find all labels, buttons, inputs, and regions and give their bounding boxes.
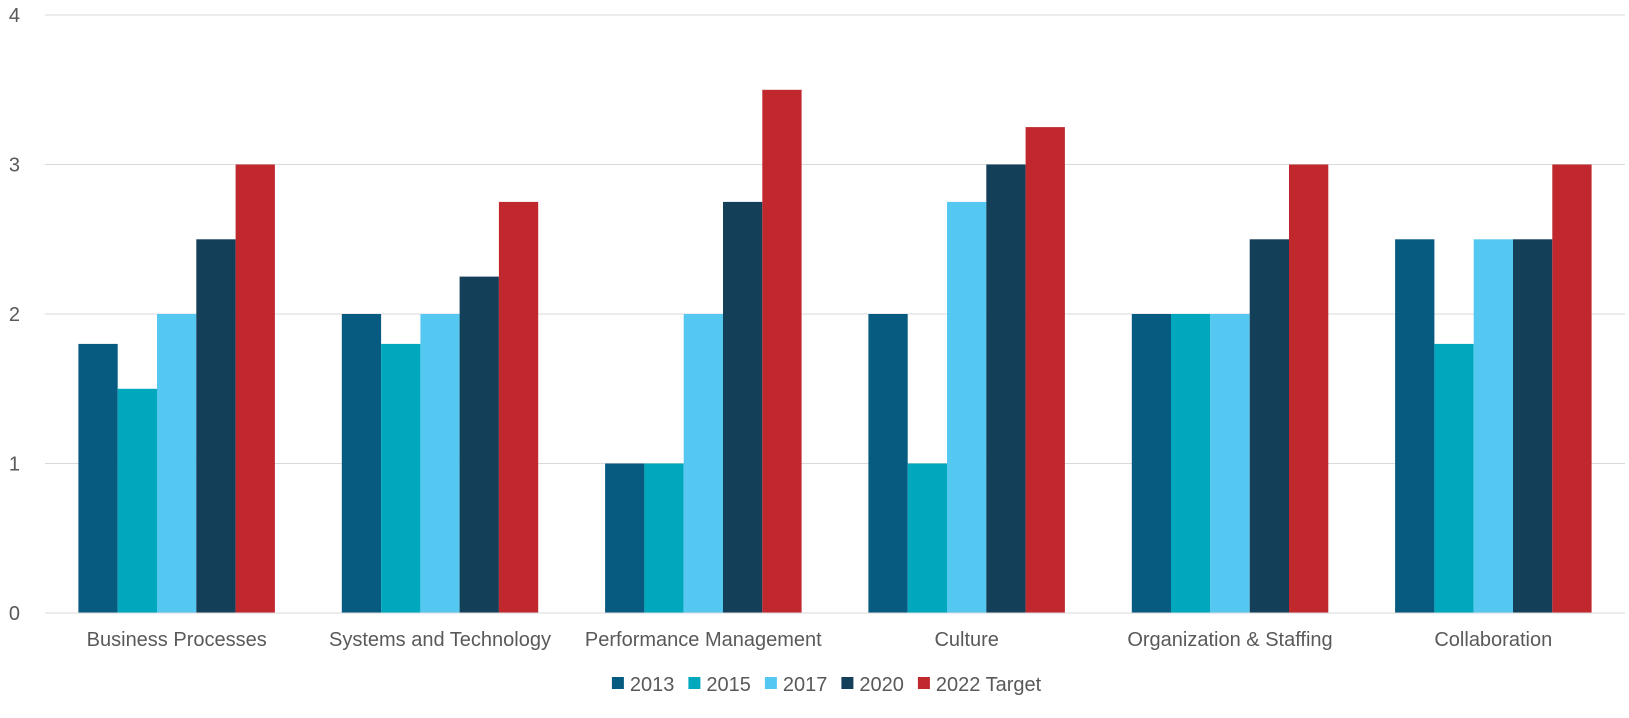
legend-swatch: [764, 677, 777, 689]
bar-2022-target-1: [235, 164, 275, 613]
y-tick-label: 4: [9, 5, 20, 27]
bar-2020-4: [986, 164, 1026, 613]
bar-2015-2: [381, 343, 421, 613]
legend-item: 2015: [688, 674, 751, 696]
category-label: Organization & Staffing: [1127, 629, 1332, 651]
bar-2015-5: [1171, 314, 1211, 613]
bar-2015-6: [1434, 343, 1474, 613]
legend-label: 2017: [783, 674, 828, 696]
legend-item: 2020: [841, 674, 904, 696]
bar-2020-3: [723, 201, 763, 613]
category-label: Collaboration: [1434, 629, 1552, 651]
category-label: Business Processes: [87, 629, 267, 651]
legend-label: 2022 Target: [936, 674, 1042, 696]
legend-swatch: [917, 677, 930, 689]
bar-2017-1: [157, 314, 197, 613]
bar-2022-target-3: [762, 89, 802, 614]
bar-2022-target-4: [1025, 127, 1065, 613]
bar-2020-5: [1249, 239, 1289, 614]
bar-2017-5: [1210, 314, 1250, 613]
legend-swatch: [841, 677, 854, 689]
bar-2013-5: [1131, 314, 1172, 613]
bar-2013-3: [605, 463, 645, 613]
category-label: Performance Management: [585, 629, 822, 651]
bar-2013-6: [1395, 239, 1435, 614]
legend-swatch: [611, 677, 624, 689]
bar-2020-2: [459, 276, 499, 613]
bar-2015-3: [644, 463, 684, 613]
legend-item: 2017: [764, 674, 828, 696]
legend-item: 2022 Target: [917, 674, 1042, 696]
bar-2013-2: [341, 314, 382, 613]
grid-layer: [45, 14, 1625, 614]
y-tick-label: 3: [9, 155, 20, 177]
bar-2020-6: [1513, 239, 1553, 614]
bar-2013-1: [78, 343, 118, 613]
legend-label: 2013: [630, 674, 675, 696]
y-tick-label: 0: [9, 603, 20, 625]
y-tick-label: 2: [9, 304, 20, 326]
legend-label: 2020: [859, 674, 904, 696]
axis-layer: 0 1 2 3 4 Business Processes Systems and Techn…: [9, 5, 1625, 651]
bar-2020-1: [196, 239, 236, 614]
legend-swatch: [688, 677, 701, 689]
bar-2017-4: [947, 201, 987, 613]
bar-2022-target-6: [1552, 164, 1592, 613]
bar-2015-1: [117, 388, 157, 614]
bar-2017-6: [1473, 239, 1513, 614]
legend: 2013 2015 2017 2020 2022 Target: [611, 674, 1042, 696]
legend-label: 2015: [706, 674, 751, 696]
bar-2022-target-2: [498, 201, 539, 613]
bars-layer: [78, 89, 1592, 614]
bar-2017-2: [420, 314, 460, 613]
y-tick-label: 1: [9, 454, 20, 476]
category-label: Culture: [934, 629, 998, 651]
bar-2013-4: [868, 314, 908, 613]
bar-2015-4: [907, 463, 947, 613]
category-label: Systems and Technology: [329, 629, 551, 651]
bar-2017-3: [683, 314, 723, 613]
legend-item: 2013: [611, 674, 675, 696]
bar-2022-target-5: [1289, 164, 1329, 613]
